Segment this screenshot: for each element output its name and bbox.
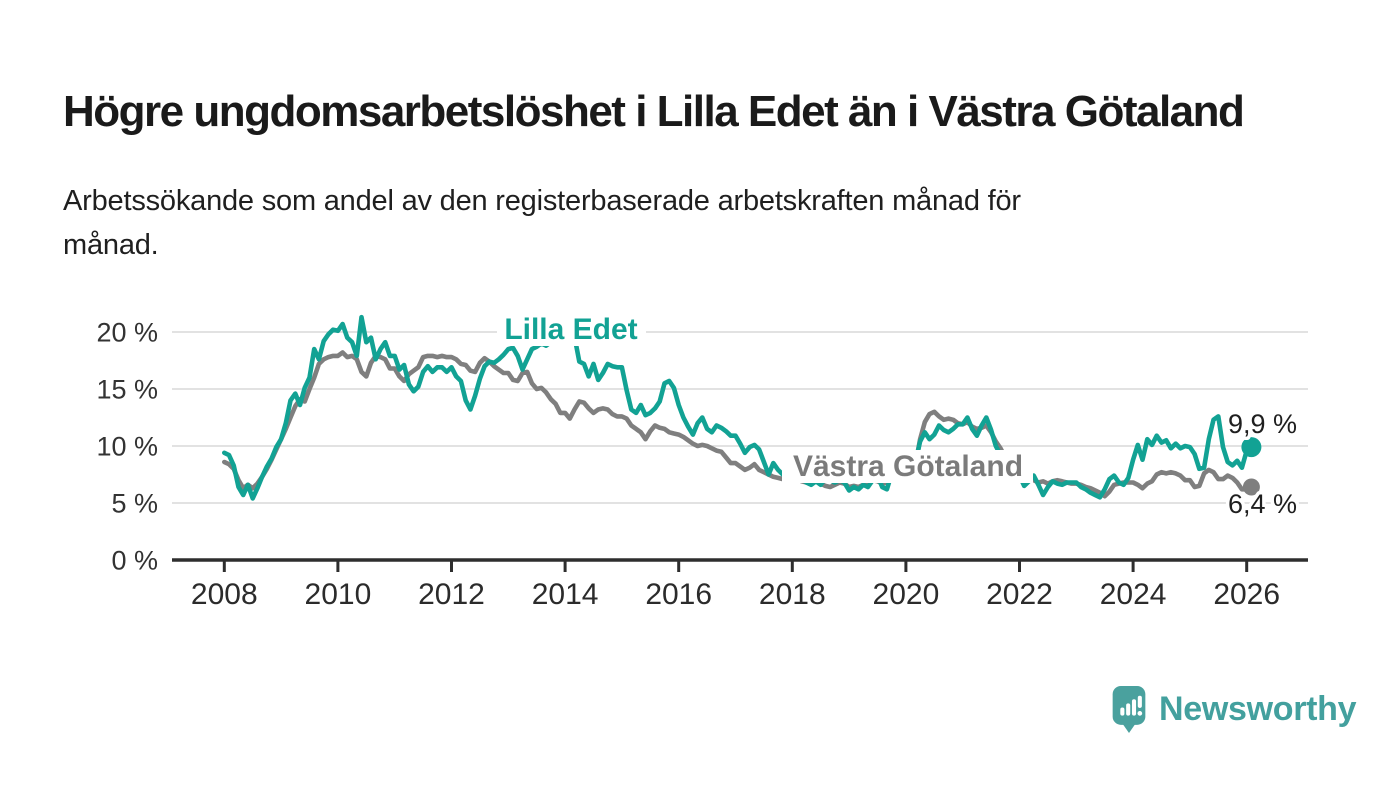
y-tick-label: 15 % — [96, 375, 158, 405]
y-tick-label: 5 % — [111, 489, 158, 519]
annotation-lilla-edet-end-value: 9,9 % — [1228, 409, 1297, 439]
x-tick-label: 2012 — [418, 578, 485, 611]
page-title: Högre ungdomsarbetslöshet i Lilla Edet ä… — [63, 87, 1245, 137]
series-label-vastra-gotaland: Västra Götaland — [793, 450, 1023, 483]
chart-subtitle: Arbetssökande som andel av den registerb… — [63, 185, 1021, 262]
x-tick-label: 2014 — [532, 578, 599, 611]
series-line — [222, 350, 1254, 499]
series-label-halo — [782, 450, 1033, 483]
x-tick-label: 2018 — [759, 578, 826, 611]
x-axis — [172, 558, 1308, 572]
x-tick-label: 2026 — [1213, 578, 1280, 611]
series-label-lilla-edet: Lilla Edet — [504, 313, 637, 346]
bar-chart-speech-bubble-icon — [1112, 686, 1146, 733]
x-tick-label: 2008 — [191, 578, 258, 611]
x-tick-label: 2010 — [305, 578, 372, 611]
series-end-dot — [1241, 437, 1262, 458]
x-tick-label: 2022 — [986, 578, 1053, 611]
x-tick-label: 2016 — [645, 578, 712, 611]
y-tick-label: 0 % — [111, 546, 158, 576]
series-end-dot — [1242, 478, 1260, 496]
x-axis-labels: 2008 2010 2012 2014 2016 2018 2020 2022 2024 2026 — [191, 578, 1280, 611]
x-tick-label: 2024 — [1100, 578, 1167, 611]
annotation-vastra-gotaland-end-value: 6,4 % — [1228, 489, 1297, 519]
y-tick-label: 10 % — [96, 432, 158, 462]
x-tick-label: 2020 — [873, 578, 940, 611]
data-series — [222, 314, 1262, 501]
gridlines — [172, 331, 1308, 504]
series-line — [222, 314, 1254, 501]
brand-name: Newsworthy — [1159, 690, 1357, 728]
series-label-halo — [497, 313, 646, 346]
y-axis-labels: 0 % 5 % 10 % 15 % 20 % — [96, 318, 158, 576]
newsworthy-logo: Newsworthy — [1112, 686, 1357, 733]
y-tick-label: 20 % — [96, 318, 158, 348]
